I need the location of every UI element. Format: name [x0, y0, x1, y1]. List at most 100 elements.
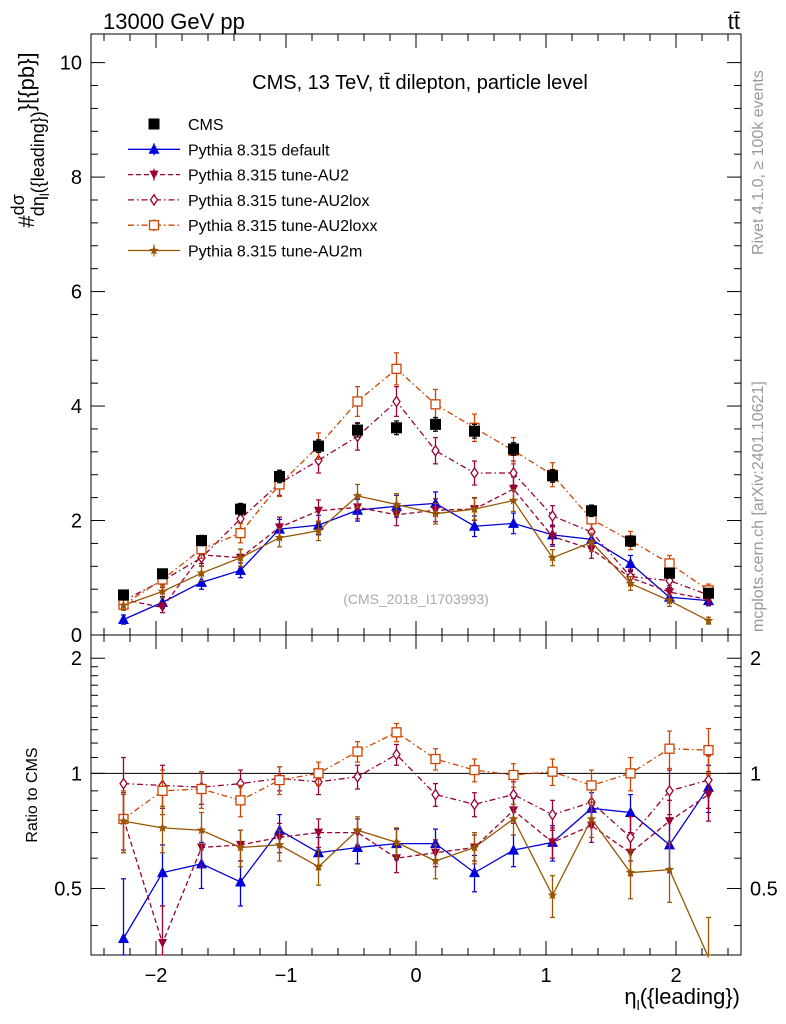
ratio-point [664, 864, 675, 874]
main-point [547, 552, 558, 562]
main-point [508, 495, 519, 505]
ratio-point [352, 825, 363, 835]
ratio-panel-frame [90, 634, 742, 956]
ratio-tick-label-right: 1 [750, 763, 761, 785]
ratio-point [431, 788, 440, 801]
header-right: tt̄ [728, 9, 740, 34]
main-point [430, 418, 441, 430]
main-point [391, 363, 402, 374]
x-tick-label: 0 [410, 965, 421, 987]
ratio-point [508, 769, 519, 781]
main-point [625, 578, 636, 588]
main-point [509, 466, 518, 480]
ratio-series-line [123, 731, 709, 820]
ratio-tick-label-right: 2 [750, 648, 761, 670]
svg-text:#dσdηl({leading})}[{pb}]: #dσdηl({leading})}[{pb}] [8, 52, 52, 227]
main-point [313, 525, 324, 535]
ratio-point [235, 875, 246, 887]
ratio-series-line [123, 753, 709, 839]
main-point [586, 505, 597, 517]
main-point [430, 508, 441, 518]
ratio-point [157, 866, 168, 878]
main-series-4 [118, 352, 714, 611]
main-point [391, 499, 402, 509]
main-point [196, 576, 207, 587]
ratio-point [430, 753, 441, 765]
ratio-point [470, 798, 479, 811]
ratio-axis-ticks: −2 −1 0 1 2 0.5 0.5 1 1 2 2 [54, 635, 778, 987]
y-tick-label: 0 [71, 625, 82, 647]
main-point [196, 568, 207, 578]
ratio-y-label: Ratio to CMS [24, 747, 41, 842]
main-point [118, 589, 129, 601]
main-point [547, 470, 558, 482]
ratio-point [548, 808, 557, 821]
y-tick-label: 4 [71, 396, 82, 418]
main-point [469, 520, 480, 531]
x-tick-label: 2 [670, 965, 681, 987]
main-point [664, 558, 675, 569]
ratio-point [196, 783, 207, 795]
ratio-point [703, 744, 714, 756]
main-point [548, 509, 557, 523]
ratio-point [508, 844, 519, 855]
main-point [469, 425, 480, 437]
ratio-point [157, 822, 168, 832]
main-point [664, 595, 675, 605]
ratio-point [625, 867, 636, 877]
ratio-point [391, 837, 402, 847]
legend-label: Pythia 8.315 default [188, 142, 330, 159]
legend-label: Pythia 8.315 tune-AU2loxx [188, 218, 377, 235]
main-point [586, 537, 597, 547]
main-point [703, 587, 714, 599]
main-point [235, 564, 246, 575]
main-point [352, 424, 363, 436]
y-axis-label: #dσdηl({leading})}[{pb}] [8, 52, 52, 227]
main-point [235, 527, 246, 539]
ratio-point [313, 861, 324, 871]
main-point [470, 466, 479, 480]
ratio-point [586, 813, 597, 823]
ratio-point [158, 939, 167, 949]
main-point [392, 395, 401, 408]
main-point [431, 444, 440, 457]
legend-marker [149, 193, 159, 207]
x-tick-label: −2 [145, 965, 168, 987]
ratio-point [665, 817, 674, 827]
main-point [625, 557, 636, 568]
ratio-point [235, 842, 246, 852]
legend-marker [149, 170, 159, 180]
x-tick-label: 1 [540, 965, 551, 987]
main-point [665, 588, 674, 598]
ratio-point [626, 831, 635, 844]
main-point [274, 470, 285, 482]
x-axis-label: ηl({leading}) [624, 984, 740, 1013]
main-point [118, 600, 129, 610]
main-series-5 [118, 483, 714, 625]
main-series-line [123, 502, 709, 621]
ratio-point [547, 890, 558, 900]
ratio-point [469, 866, 480, 878]
main-series-group [118, 352, 714, 625]
main-point [625, 535, 636, 547]
ratio-series-line [123, 817, 710, 958]
ratio-point [547, 766, 558, 777]
ratio-point [274, 839, 285, 849]
legend-marker [149, 245, 159, 255]
ratio-point [392, 748, 401, 761]
ratio-series-1 [118, 764, 714, 956]
main-point [314, 506, 323, 516]
ratio-point [625, 806, 636, 818]
main-point [391, 422, 402, 434]
ratio-point [664, 743, 675, 754]
y-tick-label: 10 [60, 53, 82, 75]
ratio-point [665, 784, 674, 797]
main-point [508, 517, 519, 528]
header-left: 13000 GeV pp [103, 9, 245, 34]
ratio-tick-label: 2 [71, 648, 82, 670]
ratio-point [196, 825, 207, 835]
ratio-series-group [118, 722, 714, 958]
ratio-point [430, 856, 441, 865]
rivet-label: Rivet 4.1.0, ≥ 100k events [750, 70, 767, 255]
mcplots-label: mcplots.cern.ch [arXiv:2401.10621] [750, 381, 767, 632]
